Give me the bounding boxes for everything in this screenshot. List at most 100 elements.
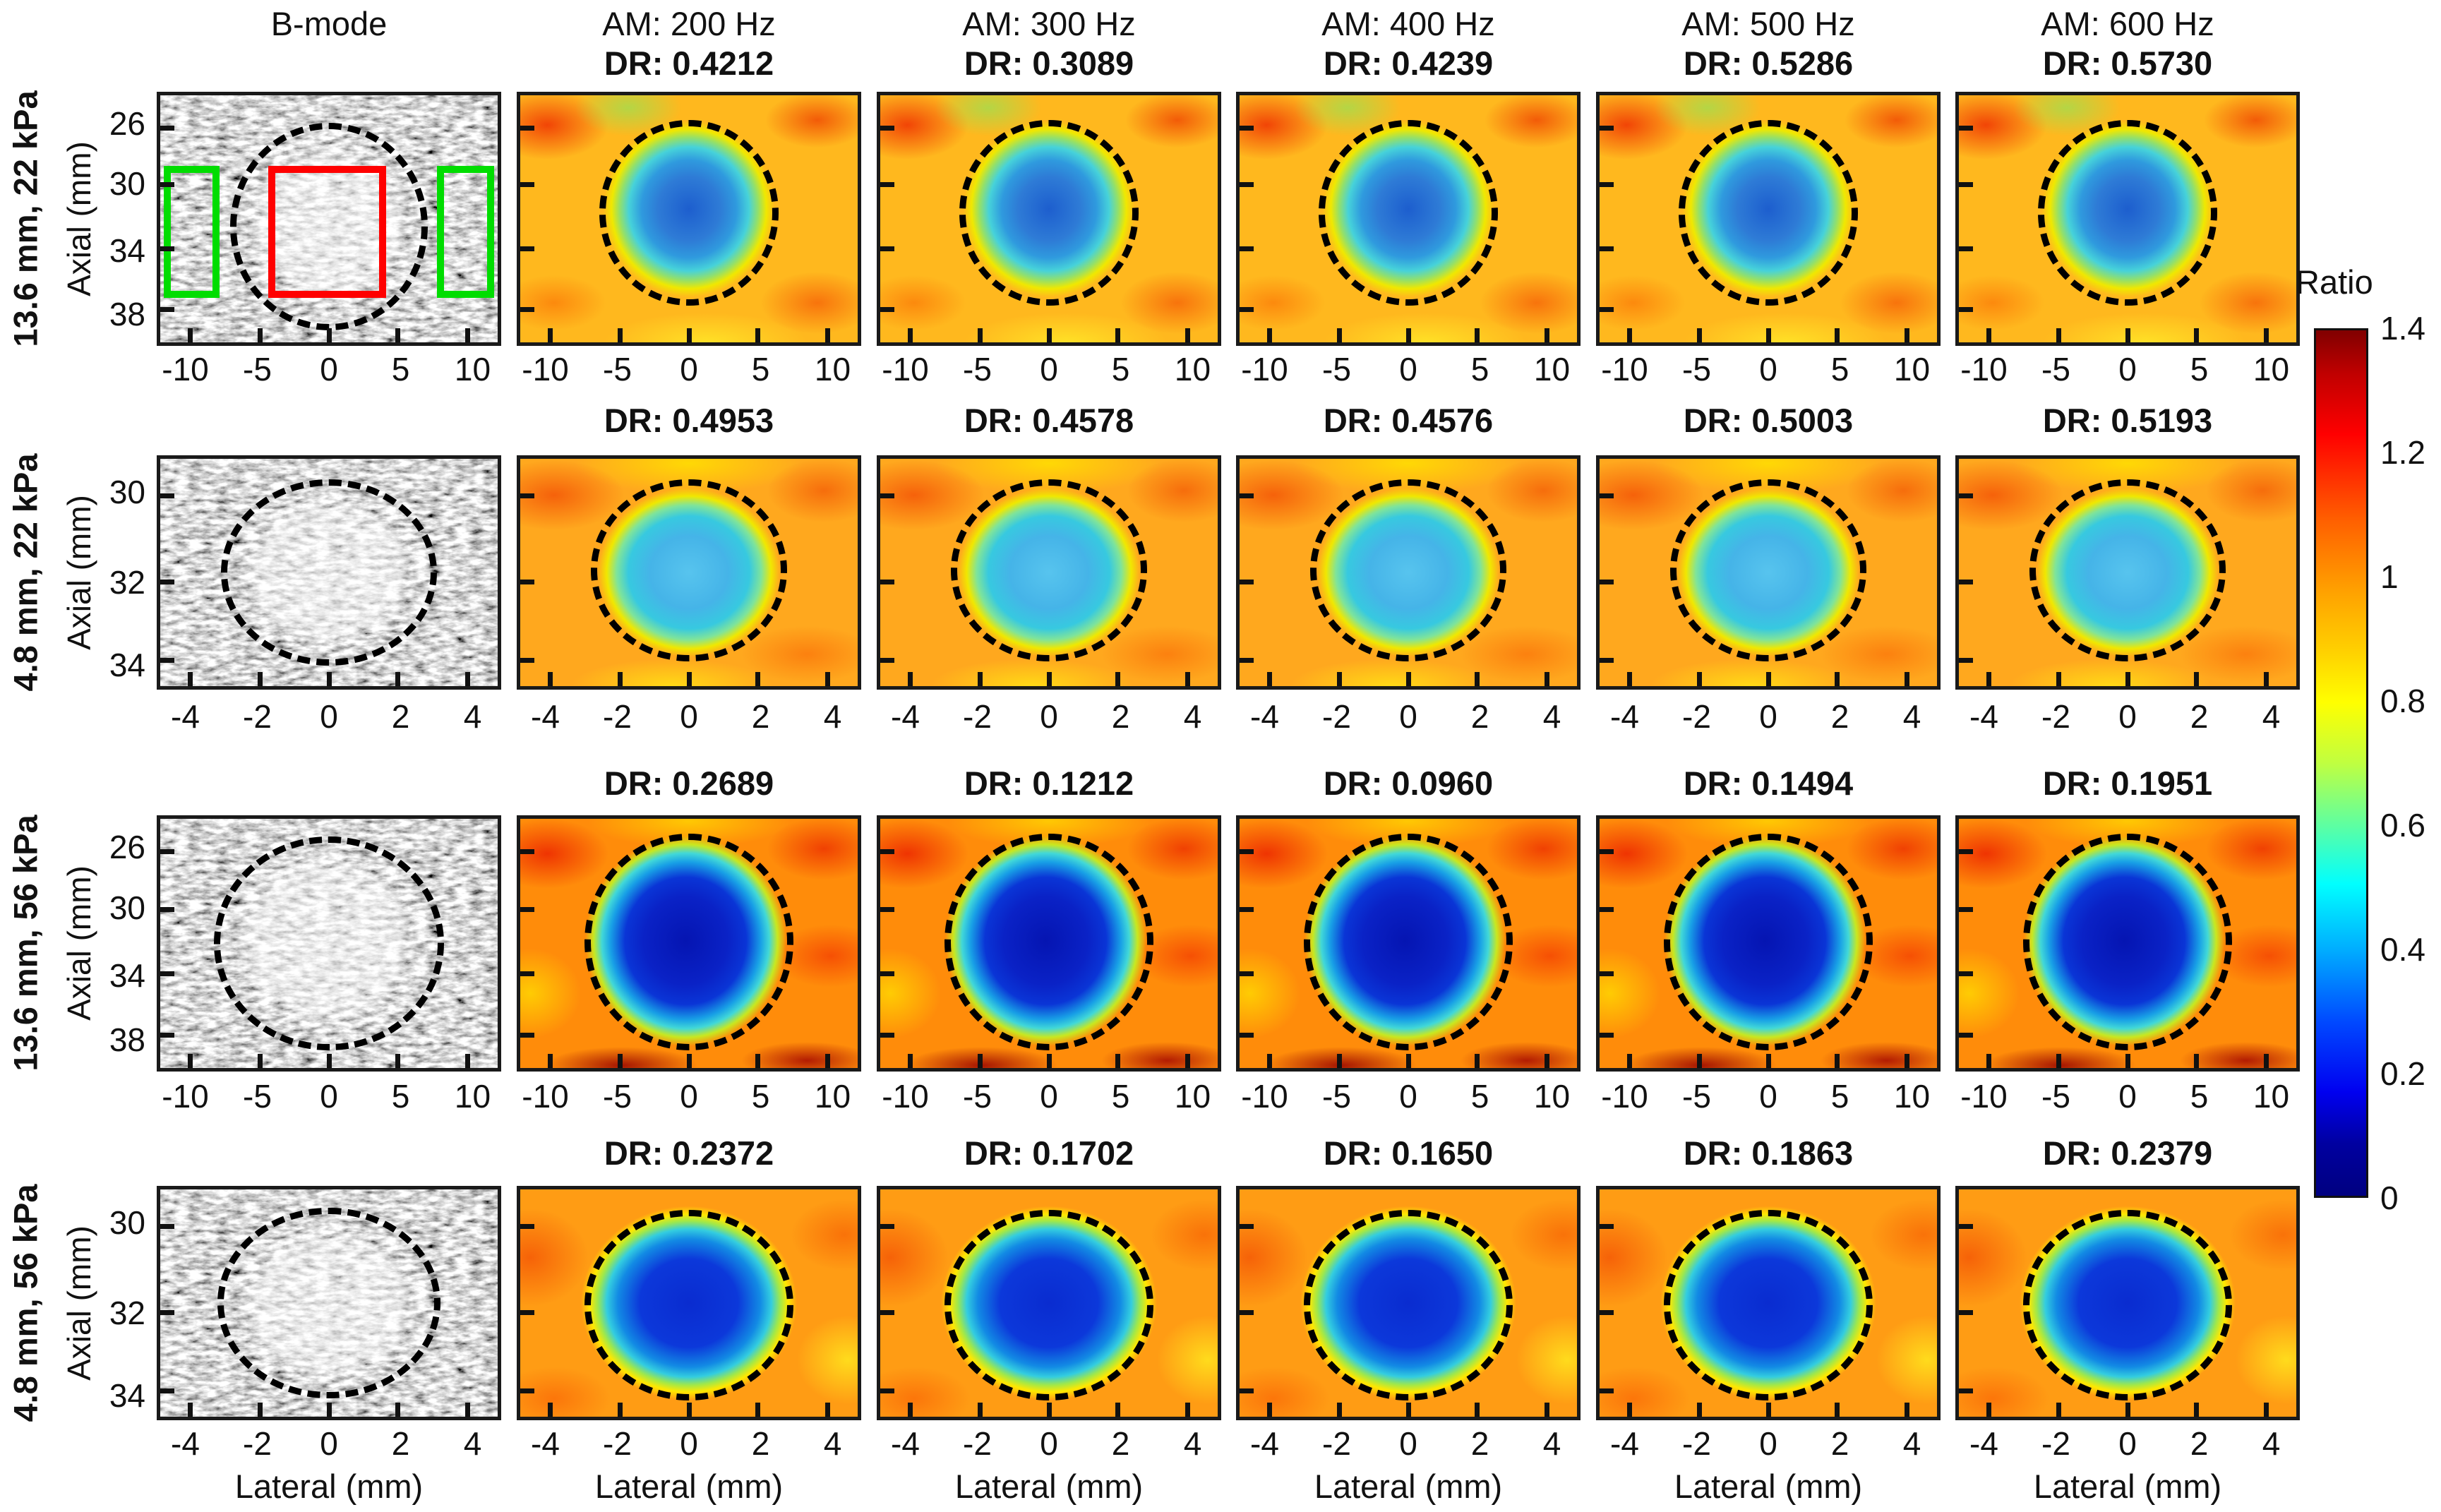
tick-label: 0	[320, 1425, 338, 1462]
x-axis-ticks: -4 -2 0 2 4	[1596, 1424, 1941, 1464]
axis-tick-marks	[1240, 459, 1577, 686]
x-axis-label: Lateral (mm)	[2033, 1468, 2222, 1505]
tick-label: -10	[882, 351, 929, 388]
ratio-map-row3-am400	[1236, 815, 1581, 1072]
row-label-1: 13.6 mm, 22 kPa	[6, 90, 44, 347]
dr-value: DR: 0.1863	[1683, 1134, 1854, 1172]
axis-tick-marks	[1600, 459, 1937, 686]
dr-value: DR: 0.2379	[2042, 1134, 2213, 1172]
axis-tick-marks	[520, 459, 858, 686]
tick-label: -4	[891, 698, 920, 735]
tick-label: -2	[1682, 1425, 1711, 1462]
tick-label: 5	[391, 351, 410, 388]
x-axis-label: Lateral (mm)	[1674, 1468, 1863, 1505]
tick-label: 30	[109, 164, 145, 202]
ratio-map-row4-am500	[1596, 1186, 1941, 1420]
dr-value: DR: 0.5730	[2042, 44, 2213, 82]
tick-label: 10	[814, 351, 851, 388]
x-axis-ticks: -4 -2 0 2 4	[157, 697, 501, 737]
tick-label: 2	[1830, 1425, 1849, 1462]
tick-label: 0.4	[2380, 931, 2425, 968]
x-axis-ticks: -4 -2 0 2 4	[517, 1424, 861, 1464]
tick-label: 2	[1470, 1425, 1489, 1462]
tick-label: 0	[1759, 698, 1777, 735]
tick-label: 0	[1399, 1425, 1417, 1462]
axis-tick-marks	[520, 95, 858, 342]
tick-label: 0	[1759, 351, 1777, 388]
x-axis-ticks: -10 -5 0 5 10	[1596, 350, 1941, 390]
inclusion-roi	[268, 165, 387, 298]
axis-tick-marks	[1959, 819, 2296, 1068]
tick-label: -5	[1322, 1078, 1351, 1115]
axis-tick-marks	[1959, 1189, 2296, 1417]
tick-label: -5	[2041, 1078, 2070, 1115]
x-axis-ticks: -4 -2 0 2 4	[1236, 697, 1581, 737]
axis-tick-marks	[1240, 819, 1577, 1068]
tick-label: 0	[1759, 1078, 1777, 1115]
axis-tick-marks	[880, 95, 1218, 342]
tick-label: 0	[1759, 1425, 1777, 1462]
tick-label: 0.2	[2380, 1055, 2425, 1092]
tick-label: 0.6	[2380, 806, 2425, 844]
colorbar	[2314, 328, 2368, 1198]
x-axis-ticks: -4 -2 0 2 4	[157, 1424, 501, 1464]
tick-label: 0	[1040, 1078, 1058, 1115]
tick-label: -2	[1322, 698, 1351, 735]
tick-label: 30	[109, 889, 145, 926]
dr-value: DR: 0.4578	[964, 402, 1134, 439]
x-axis-ticks: -10 -5 0 5 10	[1236, 350, 1581, 390]
tick-label: 2	[1830, 698, 1849, 735]
tick-label: 10	[2253, 351, 2290, 388]
tick-label: -4	[1610, 698, 1639, 735]
tick-label: 0	[1399, 351, 1417, 388]
axis-tick-marks	[880, 1189, 1218, 1417]
tick-label: 38	[109, 1021, 145, 1058]
tick-label: 0	[2118, 698, 2137, 735]
tick-label: 34	[109, 1376, 145, 1414]
column-title-am600: AM: 600 Hz	[2041, 5, 2214, 42]
axis-tick-marks	[880, 819, 1218, 1068]
tick-label: 2	[1111, 698, 1130, 735]
x-axis-ticks: -10 -5 0 5 10	[1955, 1077, 2300, 1117]
tick-label: 4	[823, 698, 842, 735]
bmode-panel-row3	[157, 815, 501, 1072]
tick-label: 4	[463, 1425, 482, 1462]
bmode-panel-row4	[157, 1186, 501, 1420]
x-axis-ticks: -10 -5 0 5 10	[877, 350, 1221, 390]
x-axis-ticks: -4 -2 0 2 4	[1596, 697, 1941, 737]
tick-label: 1.2	[2380, 434, 2425, 472]
ratio-map-row4-am400	[1236, 1186, 1581, 1420]
tick-label: -2	[243, 1425, 272, 1462]
axis-tick-marks	[520, 819, 858, 1068]
ratio-map-row2-am400	[1236, 455, 1581, 690]
ratio-map-row2-am500	[1596, 455, 1941, 690]
tick-label: 1.4	[2380, 310, 2425, 347]
tick-label: 4	[1902, 698, 1921, 735]
tick-label: -2	[1682, 698, 1711, 735]
tick-label: 0	[680, 698, 698, 735]
ratio-map-row3-am500	[1596, 815, 1941, 1072]
tick-label: 0	[680, 1425, 698, 1462]
row-label-4: 4.8 mm, 56 kPa	[6, 1184, 44, 1422]
tick-label: 0	[320, 351, 338, 388]
tick-label: -5	[1322, 351, 1351, 388]
tick-label: 30	[109, 1204, 145, 1242]
tick-label: 34	[109, 956, 145, 994]
inclusion-outline	[944, 834, 1154, 1051]
dr-value: DR: 0.5003	[1683, 402, 1854, 439]
tick-label: 10	[454, 1078, 491, 1115]
tick-label: 0	[1399, 698, 1417, 735]
tick-label: 10	[1533, 1078, 1571, 1115]
y-axis-ticks: 30 32 34	[83, 1186, 145, 1420]
x-axis-ticks: -4 -2 0 2 4	[877, 697, 1221, 737]
ratio-map-row4-am600	[1955, 1186, 2300, 1420]
row-label-3: 13.6 mm, 56 kPa	[6, 815, 44, 1072]
tick-label: 4	[1542, 698, 1561, 735]
inclusion-outline	[1679, 120, 1858, 306]
axis-tick-marks	[1240, 95, 1577, 342]
axis-tick-marks	[1959, 459, 2296, 686]
tick-label: 0	[320, 1078, 338, 1115]
ratio-map-row3-am300	[877, 815, 1221, 1072]
dr-value: DR: 0.1212	[964, 764, 1134, 802]
tick-label: 30	[109, 474, 145, 511]
